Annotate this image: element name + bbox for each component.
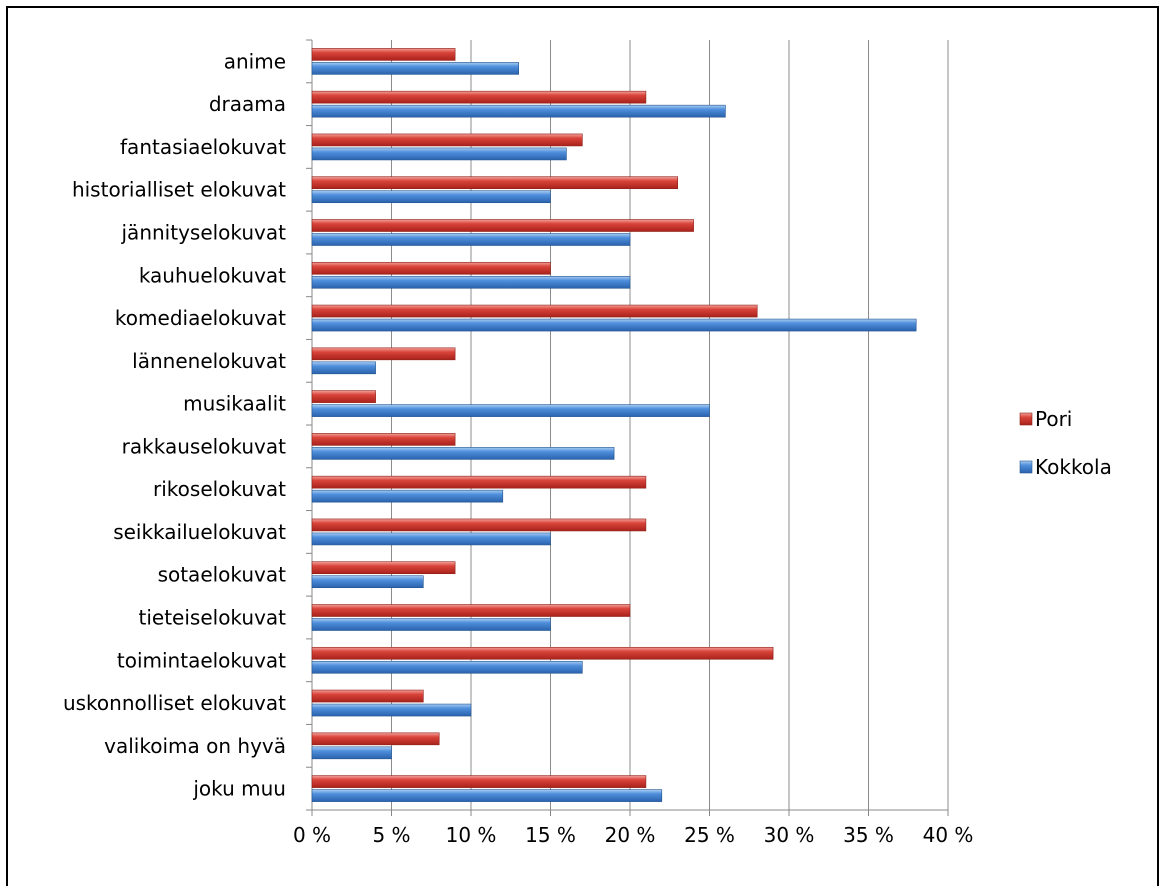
x-tick-label: 20 % [605,823,656,847]
bar-kokkola [311,660,583,674]
legend-label-pori: Pori [1035,407,1072,431]
bar-kokkola [311,618,551,631]
x-tick-label: 0 % [293,823,331,847]
chart-frame [6,6,1159,886]
category-label: tieteiselokuvat [139,606,287,630]
legend-label-kokkola: Kokkola [1035,455,1112,479]
bar-kokkola [311,404,710,417]
category-label: lännenelokuvat [132,349,286,373]
category-label: jännityselokuvat [121,221,287,245]
bar-pori [311,219,694,232]
bar-pori [311,646,774,660]
category-label: komediaelokuvat [115,306,286,330]
bar-pori [311,561,456,575]
bar-pori [311,689,424,703]
bar-kokkola [311,489,504,503]
bar-kokkola [311,703,472,717]
x-tick-label: 15 % [525,823,576,847]
bar-pori [311,176,679,190]
bar-kokkola [311,746,392,760]
category-label: joku muu [192,777,286,801]
category-label: anime [224,49,286,73]
bar-pori [311,433,456,446]
bar-pori [311,133,583,147]
bar-pori [311,304,758,318]
bar-pori [311,775,647,788]
bar-kokkola [311,104,726,118]
category-label: musikaalit [183,392,286,416]
bar-kokkola [311,361,376,375]
bar-kokkola [311,447,615,460]
bar-pori [311,347,456,361]
x-tick-label: 30 % [764,823,815,847]
category-label: uskonnolliset elokuvat [63,691,286,715]
category-label: seikkailuelokuvat [113,520,286,544]
category-label: rikoselokuvat [153,477,286,501]
category-label: fantasiaelokuvat [120,135,286,159]
bar-kokkola [311,275,631,289]
bar-kokkola [311,318,917,332]
bar-pori [311,732,440,746]
bar-kokkola [311,233,631,246]
bar-pori [311,604,631,617]
bar-kokkola [311,575,424,589]
bar-pori [311,261,551,275]
category-label: kauhuelokuvat [139,263,286,287]
x-tick-label: 40 % [923,823,974,847]
bar-pori [311,475,647,489]
x-tick-label: 25 % [684,823,735,847]
bar-kokkola [311,789,663,802]
bar-kokkola [311,62,519,75]
legend-swatch-pori [1019,412,1033,426]
category-label: sotaelokuvat [158,563,287,587]
bar-pori [311,390,376,403]
bar-pori [311,90,647,104]
category-label: historialliset elokuvat [72,178,286,202]
bar-pori [311,518,647,532]
bar-kokkola [311,147,567,161]
x-tick-label: 35 % [843,823,894,847]
legend-swatch-kokkola [1019,460,1033,474]
category-label: toimintaelokuvat [117,648,286,672]
bar-kokkola [311,532,551,546]
bar-pori [311,48,456,61]
category-label: draama [209,92,286,116]
category-label: valikoima on hyvä [104,734,286,758]
x-tick-label: 5 % [372,823,410,847]
category-label: rakkauselokuvat [122,434,286,458]
bar-kokkola [311,190,551,204]
x-tick-label: 10 % [446,823,497,847]
